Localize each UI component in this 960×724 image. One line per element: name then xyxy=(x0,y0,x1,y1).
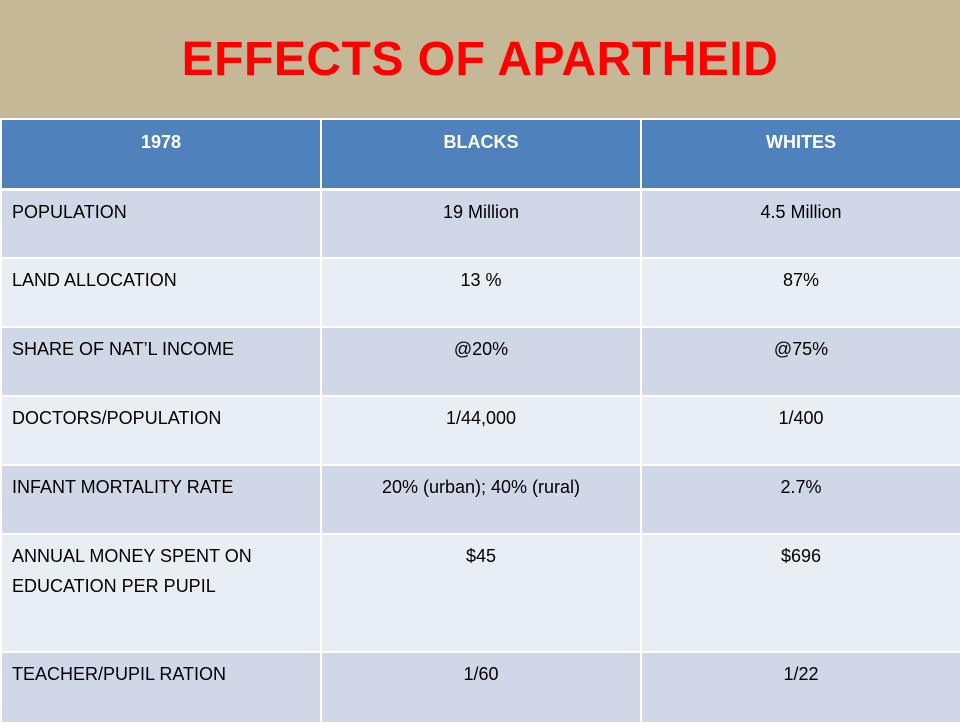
row-label: LAND ALLOCATION xyxy=(0,257,322,328)
header-blacks: BLACKS xyxy=(320,118,642,191)
whites-value: 4.5 Million xyxy=(640,188,960,259)
blacks-value: 19 Million xyxy=(320,188,642,259)
whites-value: $696 xyxy=(640,533,960,653)
table-row: INFANT MORTALITY RATE 20% (urban); 40% (… xyxy=(0,464,960,535)
table-row: TEACHER/PUPIL RATION 1/60 1/22 xyxy=(0,651,960,724)
table-row: DOCTORS/POPULATION 1/44,000 1/400 xyxy=(0,395,960,466)
whites-value: 87% xyxy=(640,257,960,328)
apartheid-effects-table: 1978 BLACKS WHITES POPULATION 19 Million… xyxy=(0,118,960,724)
slide-title: EFFECTS OF APARTHEID xyxy=(181,32,779,86)
whites-value: 1/400 xyxy=(640,395,960,466)
row-label: SHARE OF NAT’L INCOME xyxy=(0,326,322,397)
row-label: DOCTORS/POPULATION xyxy=(0,395,322,466)
table-row: SHARE OF NAT’L INCOME @20% @75% xyxy=(0,326,960,397)
row-label: POPULATION xyxy=(0,188,322,259)
blacks-value: @20% xyxy=(320,326,642,397)
header-year: 1978 xyxy=(0,118,322,191)
table-row: ANNUAL MONEY SPENT ON EDUCATION PER PUPI… xyxy=(0,533,960,653)
blacks-value: 1/60 xyxy=(320,651,642,724)
header-whites: WHITES xyxy=(640,118,960,191)
table-row: LAND ALLOCATION 13 % 87% xyxy=(0,257,960,328)
whites-value: 2.7% xyxy=(640,464,960,535)
row-label: INFANT MORTALITY RATE xyxy=(0,464,322,535)
blacks-value: 20% (urban); 40% (rural) xyxy=(320,464,642,535)
blacks-value: $45 xyxy=(320,533,642,653)
row-label: TEACHER/PUPIL RATION xyxy=(0,651,322,724)
blacks-value: 13 % xyxy=(320,257,642,328)
row-label: ANNUAL MONEY SPENT ON EDUCATION PER PUPI… xyxy=(0,533,322,653)
table-header-row: 1978 BLACKS WHITES xyxy=(0,118,960,191)
whites-value: 1/22 xyxy=(640,651,960,724)
whites-value: @75% xyxy=(640,326,960,397)
table-row: POPULATION 19 Million 4.5 Million xyxy=(0,188,960,259)
blacks-value: 1/44,000 xyxy=(320,395,642,466)
title-band xyxy=(0,0,960,118)
